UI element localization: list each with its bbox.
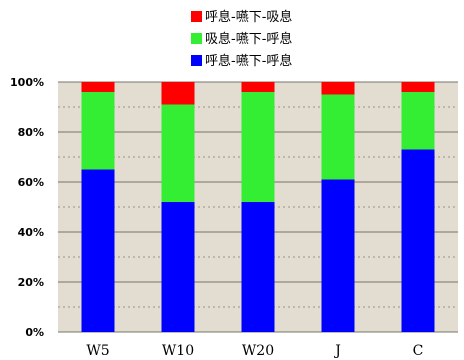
x-tick-label: W5 (86, 343, 109, 359)
legend: 呼息-嚥下-吸息 吸息-嚥下-呼息 呼息-嚥下-呼息 (191, 9, 292, 69)
y-tick-label: 100% (10, 76, 44, 89)
x-tick-label: W20 (242, 343, 274, 359)
y-axis-ticks: 0% 20% 40% 60% 80% 100% (10, 76, 44, 339)
bar-w5-series-0 (81, 169, 115, 332)
y-tick-label: 0% (25, 326, 44, 339)
bar-w5-series-2 (81, 82, 115, 92)
bar-w10-series-0 (161, 202, 195, 332)
bar-j-series-0 (321, 179, 355, 332)
x-tick-label: C (413, 343, 424, 359)
bar-c-series-1 (401, 92, 435, 150)
bar-w20-series-1 (241, 92, 275, 202)
y-tick-label: 40% (18, 226, 44, 239)
bar-w20-series-2 (241, 82, 275, 92)
bar-c-series-2 (401, 82, 435, 92)
bar-j-series-1 (321, 94, 355, 180)
legend-swatch-1 (191, 33, 202, 44)
bars (81, 82, 435, 332)
legend-label-0: 呼息-嚥下-吸息 (205, 9, 292, 25)
bar-w5-series-1 (81, 92, 115, 170)
legend-swatch-2 (191, 55, 202, 66)
bar-w20-series-0 (241, 202, 275, 332)
y-tick-label: 80% (18, 126, 44, 139)
x-tick-label: W10 (162, 343, 194, 359)
legend-label-2: 呼息-嚥下-呼息 (205, 53, 292, 69)
legend-swatch-0 (191, 11, 202, 22)
x-axis-ticks: W5 W10 W20 J C (86, 343, 423, 359)
legend-label-1: 吸息-嚥下-呼息 (205, 31, 292, 47)
bar-c-series-0 (401, 149, 435, 332)
y-tick-label: 60% (18, 176, 44, 189)
bar-w10-series-2 (161, 82, 195, 105)
bar-w10-series-1 (161, 104, 195, 202)
y-tick-label: 20% (18, 276, 44, 289)
bar-j-series-2 (321, 82, 355, 95)
x-tick-label: J (333, 343, 341, 359)
